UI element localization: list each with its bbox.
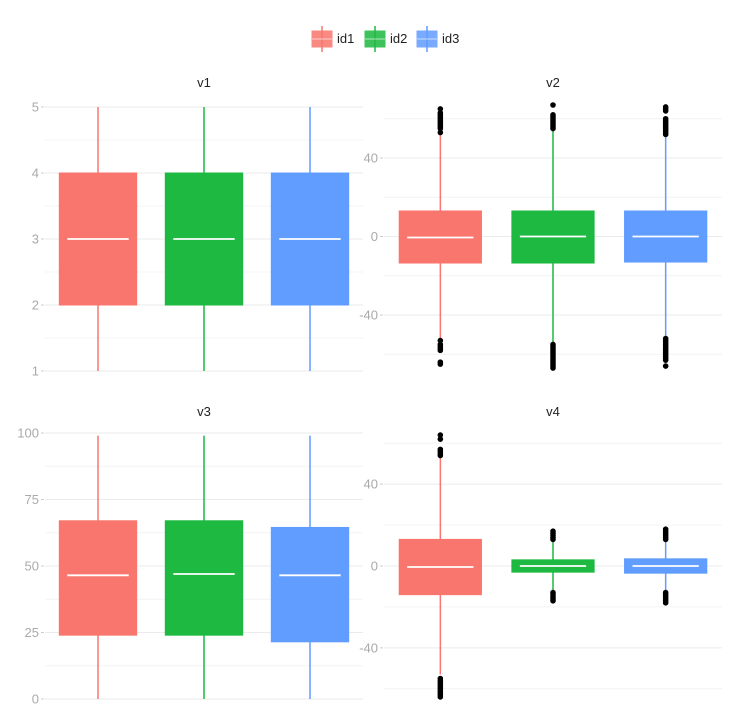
panel-title: v3 <box>197 404 211 419</box>
y-tick-label: 50 <box>25 559 39 574</box>
panel-v4: v4 -40 0 40 <box>359 404 722 700</box>
outlier-point <box>550 365 556 371</box>
outlier-point <box>437 436 444 442</box>
outlier-point <box>662 600 669 606</box>
y-tick-label: 2 <box>32 298 39 313</box>
box-id3 <box>270 435 350 699</box>
panel-title: v1 <box>197 75 211 90</box>
box-id2 <box>511 528 595 604</box>
outlier-point <box>662 526 669 532</box>
panel-title: v4 <box>546 404 560 419</box>
box-body <box>164 520 244 636</box>
outlier-point <box>437 337 444 344</box>
y-tick-label: 0 <box>371 559 378 574</box>
outlier-point <box>437 361 444 367</box>
outlier-point <box>662 104 669 110</box>
legend-entry-id2: id2 <box>364 26 407 52</box>
panel-title: v2 <box>546 75 560 90</box>
outlier-point <box>662 357 669 363</box>
box-id3 <box>270 107 350 371</box>
outlier-point <box>437 129 444 136</box>
y-tick-label: -40 <box>359 640 378 655</box>
y-tick-label: 0 <box>371 229 378 244</box>
y-tick-label: 40 <box>364 151 378 166</box>
box-id3 <box>624 104 708 369</box>
outlier-point <box>437 432 444 438</box>
y-tick-label: 75 <box>25 492 39 507</box>
outlier-point <box>437 694 444 700</box>
y-tick-label: 0 <box>32 692 39 707</box>
outlier-point <box>437 446 444 453</box>
y-tick-label: 4 <box>32 166 39 181</box>
box-id1 <box>58 107 138 371</box>
outlier-point <box>437 347 444 354</box>
box-body <box>58 520 138 636</box>
legend-entry-id3: id3 <box>416 26 459 52</box>
box-id2 <box>511 102 595 371</box>
panel-v1: v1 1 2 3 4 5 <box>32 75 363 379</box>
y-tick-label: -40 <box>359 308 378 323</box>
legend-label-id2: id2 <box>390 31 407 46</box>
y-tick-label: 3 <box>32 232 39 247</box>
box-id1 <box>58 435 138 699</box>
box-id1 <box>398 106 482 367</box>
box-body <box>270 526 350 643</box>
legend-label-id1: id1 <box>337 31 354 46</box>
y-tick-label: 1 <box>32 364 39 379</box>
box-id1 <box>398 432 482 700</box>
y-tick-label: 25 <box>25 625 39 640</box>
y-tick-label: 5 <box>32 100 39 115</box>
box-id3 <box>624 526 708 606</box>
legend-entry-id1: id1 <box>311 26 354 52</box>
y-tick-label: 40 <box>364 477 378 492</box>
box-id2 <box>164 435 244 699</box>
outlier-point <box>550 597 556 604</box>
panel-v3: v3 0 25 50 75 100 <box>17 404 363 707</box>
legend-label-id3: id3 <box>442 31 459 46</box>
outlier-point <box>437 110 444 116</box>
outlier-point <box>437 106 444 112</box>
panel-v2: v2 -40 0 40 <box>359 75 722 371</box>
outlier-point <box>662 115 669 122</box>
outlier-point <box>550 112 556 118</box>
outlier-point <box>550 528 556 535</box>
outlier-point <box>550 102 556 108</box>
legend: id1 id2 id3 <box>311 26 459 52</box>
panels: v1 1 2 3 4 5 v2 -40 0 40 v3 0 25 50 75 100 v4 -40 0 40 <box>17 75 722 707</box>
box-id2 <box>164 107 244 371</box>
y-tick-label: 100 <box>17 426 39 441</box>
outlier-point <box>662 363 669 369</box>
